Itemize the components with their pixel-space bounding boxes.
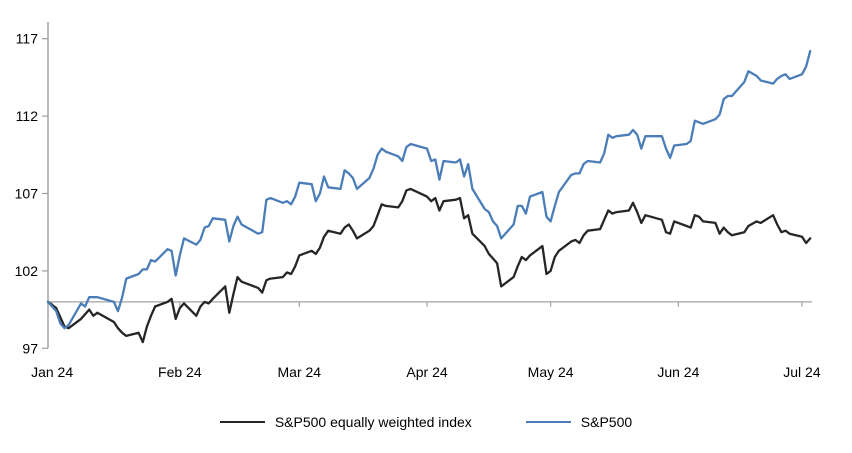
legend-item-equal-weight: S&P500 equally weighted index (219, 414, 472, 430)
legend-label-sp500: S&P500 (580, 414, 633, 430)
y-axis-tick-label: 102 (15, 263, 39, 279)
equal-weight-index-line (46, 187, 812, 344)
y-axis-tick-label: 112 (16, 108, 39, 124)
y-axis-tick-label: 97 (22, 340, 38, 356)
x-axis-month-label: Jan 24 (31, 364, 73, 380)
sp500-line (46, 49, 812, 330)
sp500-line-swatch (525, 421, 571, 423)
y-axis-tick-label: 117 (16, 31, 39, 47)
chart-legend: S&P500 equally weighted index S&P500 (0, 408, 852, 436)
x-axis-month-label: Feb 24 (158, 364, 202, 380)
equal-weight-line-swatch (219, 421, 265, 423)
legend-item-sp500: S&P500 (525, 414, 633, 430)
y-axis-tick-label: 107 (15, 186, 39, 202)
x-axis-month-label: Jul 24 (783, 364, 821, 380)
x-axis-month-label: Jun 24 (657, 364, 699, 380)
x-axis-month-label: Mar 24 (278, 364, 322, 380)
x-axis-month-label: May 24 (528, 364, 574, 380)
x-axis-month-label: Apr 24 (406, 364, 447, 380)
legend-label-equal-weight: S&P500 equally weighted index (274, 414, 472, 430)
